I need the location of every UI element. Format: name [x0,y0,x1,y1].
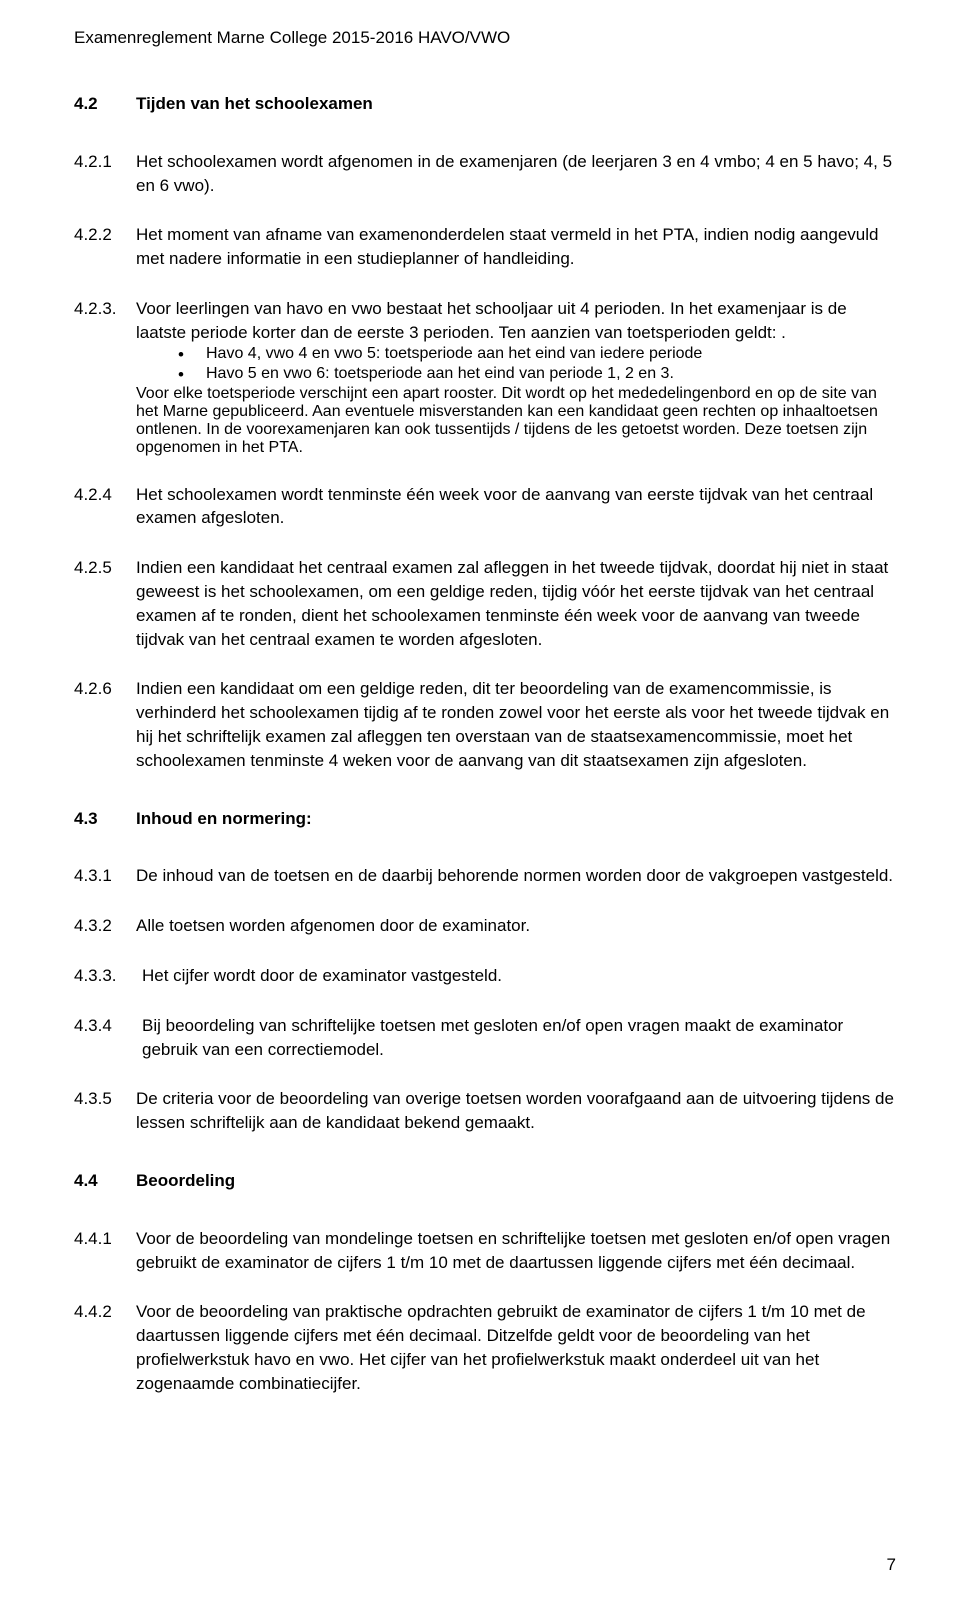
clause-text: Het schoolexamen wordt tenminste één wee… [136,483,896,531]
clause-text: Het cijfer wordt door de examinator vast… [142,964,896,988]
bullet-text: Havo 5 en vwo 6: toetsperiode aan het ei… [206,365,674,383]
section-number: 4.4 [74,1169,136,1193]
bullet-icon: • [178,365,206,385]
clause-number: 4.2.5 [74,556,136,580]
clause-tail-text: Voor elke toetsperiode verschijnt een ap… [136,385,896,457]
clause-text: Voor de beoordeling van mondelinge toets… [136,1227,896,1275]
section-number: 4.2 [74,92,136,116]
clause-4-2-6: 4.2.6 Indien een kandidaat om een geldig… [74,677,896,772]
clause-number: 4.4.2 [74,1300,136,1324]
clause-4-2-5: 4.2.5 Indien een kandidaat het centraal … [74,556,896,651]
clause-text: Voor de beoordeling van praktische opdra… [136,1300,896,1395]
page-header: Examenreglement Marne College 2015-2016 … [74,28,896,48]
section-4-3-heading: 4.3 Inhoud en normering: [74,807,896,831]
clause-text: Het schoolexamen wordt afgenomen in de e… [136,150,896,198]
clause-number: 4.2.1 [74,150,136,174]
clause-4-3-3: 4.3.3. Het cijfer wordt door de examinat… [74,964,896,988]
bullet-icon: • [178,345,206,365]
clause-text: Alle toetsen worden afgenomen door de ex… [136,914,896,938]
clause-4-4-2: 4.4.2 Voor de beoordeling van praktische… [74,1300,896,1395]
list-item: • Havo 4, vwo 4 en vwo 5: toetsperiode a… [178,345,896,365]
section-title: Inhoud en normering: [136,807,896,831]
section-4-4-heading: 4.4 Beoordeling [74,1169,896,1193]
clause-number: 4.3.2 [74,914,136,938]
section-title: Tijden van het schoolexamen [136,92,896,116]
clause-text: Indien een kandidaat om een geldige rede… [136,677,896,772]
clause-4-2-3: 4.2.3. Voor leerlingen van havo en vwo b… [74,297,896,345]
section-4-2-heading: 4.2 Tijden van het schoolexamen [74,92,896,116]
clause-number: 4.3.1 [74,864,136,888]
clause-number: 4.4.1 [74,1227,136,1251]
clause-text: Indien een kandidaat het centraal examen… [136,556,896,651]
clause-4-2-4: 4.2.4 Het schoolexamen wordt tenminste é… [74,483,896,531]
clause-4-2-2: 4.2.2 Het moment van afname van examenon… [74,223,896,271]
list-item: • Havo 5 en vwo 6: toetsperiode aan het … [178,365,896,385]
bullet-text: Havo 4, vwo 4 en vwo 5: toetsperiode aan… [206,345,702,363]
clause-4-3-2: 4.3.2 Alle toetsen worden afgenomen door… [74,914,896,938]
clause-number: 4.3.3. [74,964,142,988]
clause-4-4-1: 4.4.1 Voor de beoordeling van mondelinge… [74,1227,896,1275]
clause-4-2-3-bullets: • Havo 4, vwo 4 en vwo 5: toetsperiode a… [136,345,896,457]
clause-number: 4.2.3. [74,297,136,321]
section-title: Beoordeling [136,1169,896,1193]
clause-number: 4.2.4 [74,483,136,507]
clause-number: 4.3.4 [74,1014,142,1038]
clause-number: 4.2.2 [74,223,136,247]
clause-number: 4.2.6 [74,677,136,701]
clause-text: De inhoud van de toetsen en de daarbij b… [136,864,896,888]
clause-number: 4.3.5 [74,1087,136,1111]
clause-lead-text: Voor leerlingen van havo en vwo bestaat … [136,299,847,342]
clause-text: Bij beoordeling van schriftelijke toetse… [142,1014,896,1062]
clause-4-3-5: 4.3.5 De criteria voor de beoordeling va… [74,1087,896,1135]
clause-4-3-4: 4.3.4 Bij beoordeling van schriftelijke … [74,1014,896,1062]
document-page: Examenreglement Marne College 2015-2016 … [0,0,960,1599]
section-number: 4.3 [74,807,136,831]
clause-4-2-1: 4.2.1 Het schoolexamen wordt afgenomen i… [74,150,896,198]
clause-text: Voor leerlingen van havo en vwo bestaat … [136,297,896,345]
clause-text: Het moment van afname van examenonderdel… [136,223,896,271]
page-number: 7 [887,1555,896,1575]
clause-text: De criteria voor de beoordeling van over… [136,1087,896,1135]
clause-4-3-1: 4.3.1 De inhoud van de toetsen en de daa… [74,864,896,888]
